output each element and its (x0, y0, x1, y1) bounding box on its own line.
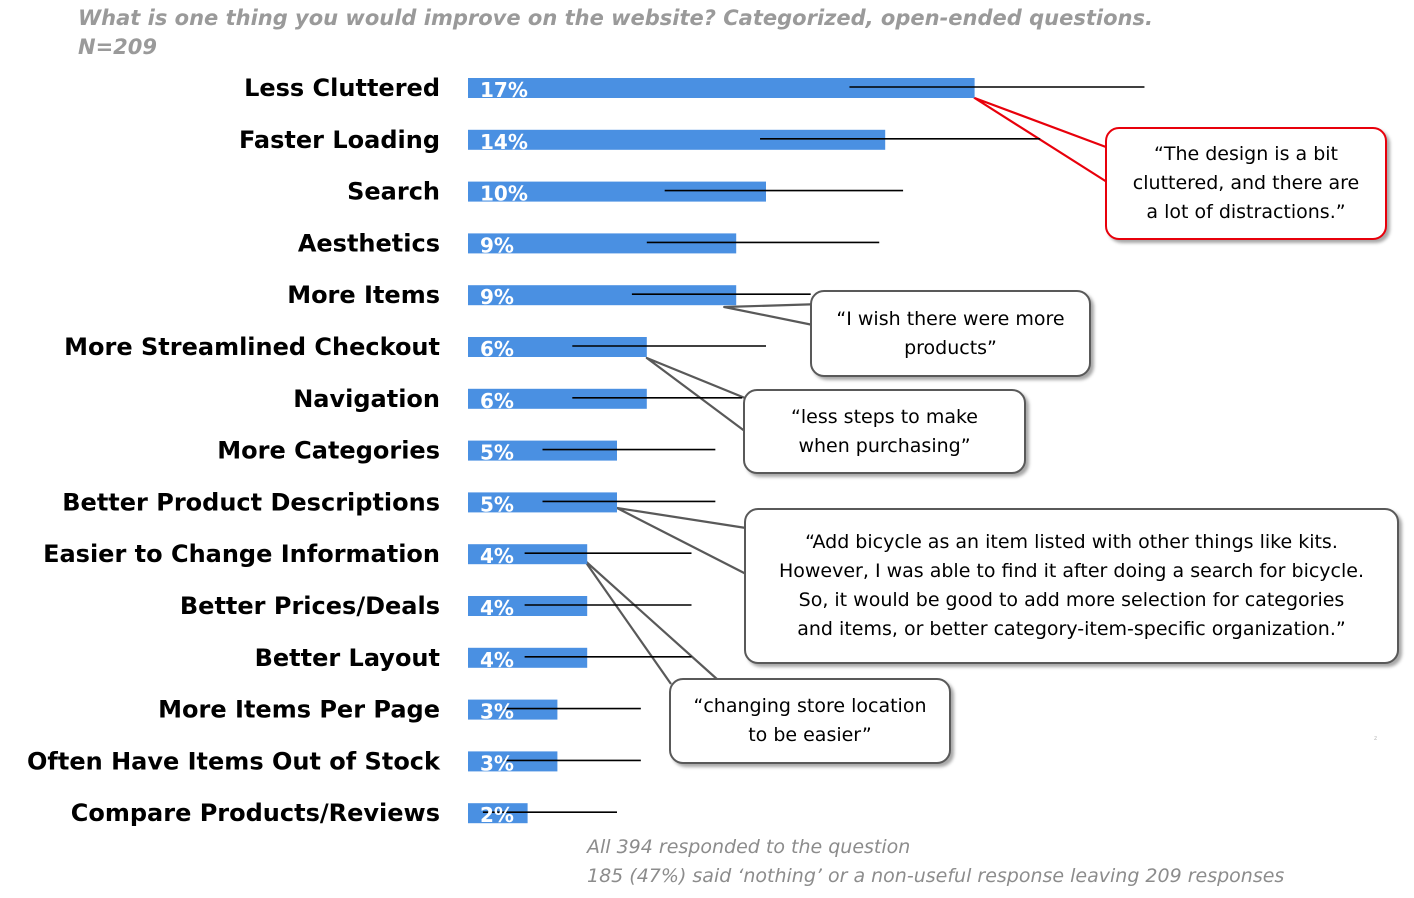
category-label: Aesthetics (298, 229, 440, 257)
category-label: Better Layout (255, 644, 440, 672)
value-label: 6% (480, 337, 514, 361)
category-label: Easier to Change Information (43, 540, 440, 568)
bar (468, 181, 766, 202)
value-label: 9% (480, 285, 514, 309)
bar (468, 803, 528, 824)
callout-more-items-text: “I wish there were more products” (836, 307, 1065, 359)
leader-store-location (583, 558, 719, 685)
value-label: 9% (480, 233, 514, 257)
corner-mark: z (1374, 735, 1378, 742)
category-label: Less Cluttered (244, 74, 440, 102)
category-label: Often Have Items Out of Stock (27, 747, 441, 775)
bar (468, 78, 975, 98)
callout-bicycle-text: “Add bicycle as an item listed with othe… (778, 531, 1364, 640)
category-label: Faster Loading (239, 126, 440, 154)
value-label: 6% (480, 389, 514, 413)
value-label: 2% (480, 803, 514, 827)
value-labels: 17% 14% 10% 9% 9% 6% 6% 5% 5% 4% 4% 4% 3% 3% 2% (480, 78, 528, 827)
category-label: More Streamlined Checkout (64, 333, 440, 361)
category-label: Better Product Descriptions (62, 488, 440, 516)
callout-store-location-quote: “changing store location to be easier” (669, 678, 951, 764)
leader-clutter (973, 96, 1115, 183)
category-label: More Items (287, 281, 440, 309)
footnote-line-2: 185 (47%) said ‘nothing’ or a non-useful… (587, 865, 1285, 887)
bar (468, 647, 588, 668)
value-label: 10% (480, 182, 528, 206)
bar (468, 233, 737, 254)
leader-more-items (723, 302, 823, 327)
callout-bicycle-quote: “Add bicycle as an item listed with othe… (744, 508, 1399, 664)
value-label: 4% (480, 596, 514, 620)
value-label: 4% (480, 544, 514, 568)
bar (468, 699, 558, 720)
bar (468, 285, 737, 306)
callout-clutter-quote: “The design is a bit cluttered, and ther… (1105, 127, 1387, 240)
title-sample-size: N=209 (78, 35, 158, 59)
bar (468, 440, 617, 461)
category-labels: Less Cluttered Faster Loading Search Aesthe… (27, 74, 441, 827)
callout-store-location-text: “changing store location to be easier” (693, 695, 927, 746)
bar (468, 129, 886, 150)
callout-checkout-quote: “less steps to make when purchasing” (743, 389, 1026, 474)
chart-title: What is one thing you would improve on t… (78, 4, 1153, 62)
title-line-1: What is one thing you would improve on t… (78, 6, 1153, 30)
leader-checkout (645, 356, 747, 433)
value-label: 5% (480, 492, 514, 516)
bar (468, 596, 588, 616)
error-lines (482, 86, 1145, 814)
value-label: 4% (480, 648, 514, 672)
callout-checkout-text: “less steps to make when purchasing” (791, 405, 978, 457)
category-label: Navigation (293, 385, 440, 413)
category-label: Search (347, 178, 440, 206)
value-label: 5% (480, 441, 514, 465)
value-label: 14% (480, 130, 528, 154)
bar (468, 388, 647, 409)
category-label: Compare Products/Reviews (71, 799, 440, 827)
footnote: All 394 responded to the question 185 (4… (587, 833, 1284, 891)
callout-clutter-text: “The design is a bit cluttered, and ther… (1132, 143, 1360, 223)
callout-more-items-quote: “I wish there were more products” (810, 290, 1091, 377)
category-label: More Categories (217, 437, 440, 465)
footnote-line-1: All 394 responded to the question (587, 836, 911, 858)
leader-bicycle (615, 506, 751, 577)
bar (468, 544, 588, 565)
bars (468, 78, 975, 824)
value-label: 3% (480, 751, 514, 775)
category-label: More Items Per Page (158, 696, 440, 724)
bar (468, 337, 647, 357)
value-label: 3% (480, 700, 514, 724)
bar (468, 492, 617, 513)
value-label: 17% (480, 78, 528, 102)
bar (468, 751, 558, 772)
category-label: Better Prices/Deals (180, 592, 440, 620)
